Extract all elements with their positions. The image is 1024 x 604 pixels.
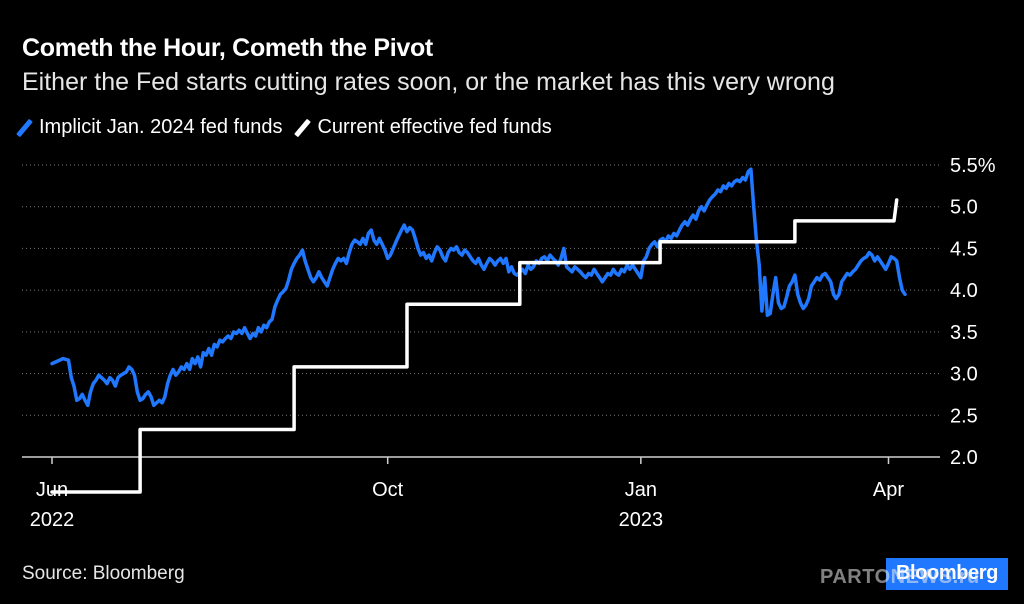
x-tick-label: Jun: [36, 479, 68, 501]
watermark: PARTONEWS.ru: [820, 566, 980, 588]
legend-item-current: Current effective fed funds: [294, 116, 552, 139]
legend-label-implicit: Implicit Jan. 2024 fed funds: [39, 116, 283, 138]
x-tick-label: Oct: [372, 479, 404, 501]
y-tick-label: 5.0: [950, 197, 978, 219]
x-tick-label: Apr: [873, 479, 904, 501]
legend-label-current: Current effective fed funds: [317, 116, 552, 138]
x-tick-year-label: 2023: [619, 509, 664, 531]
y-tick-label: 4.0: [950, 280, 978, 302]
x-tick-year-label: 2022: [30, 509, 75, 531]
x-tick-label: Jan: [625, 479, 657, 501]
y-tick-label: 2.0: [950, 447, 978, 469]
series-line-implicit-jan-2024: [50, 167, 907, 408]
chart-subtitle: Either the Fed starts cutting rates soon…: [22, 68, 835, 96]
y-tick-label: 2.5: [950, 405, 978, 427]
bloomberg-logo: Bloomberg: [886, 558, 1008, 590]
y-tick-label: 4.5: [950, 238, 978, 260]
y-tick-label: 5.5%: [950, 155, 996, 177]
y-tick-label: 3.5: [950, 322, 978, 344]
chart-title: Cometh the Hour, Cometh the Pivot: [22, 34, 433, 62]
legend-item-implicit: Implicit Jan. 2024 fed funds: [16, 116, 283, 139]
y-tick-label: 3.0: [950, 364, 978, 386]
chart-legend: Implicit Jan. 2024 fed funds Current eff…: [16, 116, 570, 139]
series-line-effective-fed-funds: [50, 198, 899, 494]
source-note: Source: Bloomberg: [22, 563, 185, 584]
